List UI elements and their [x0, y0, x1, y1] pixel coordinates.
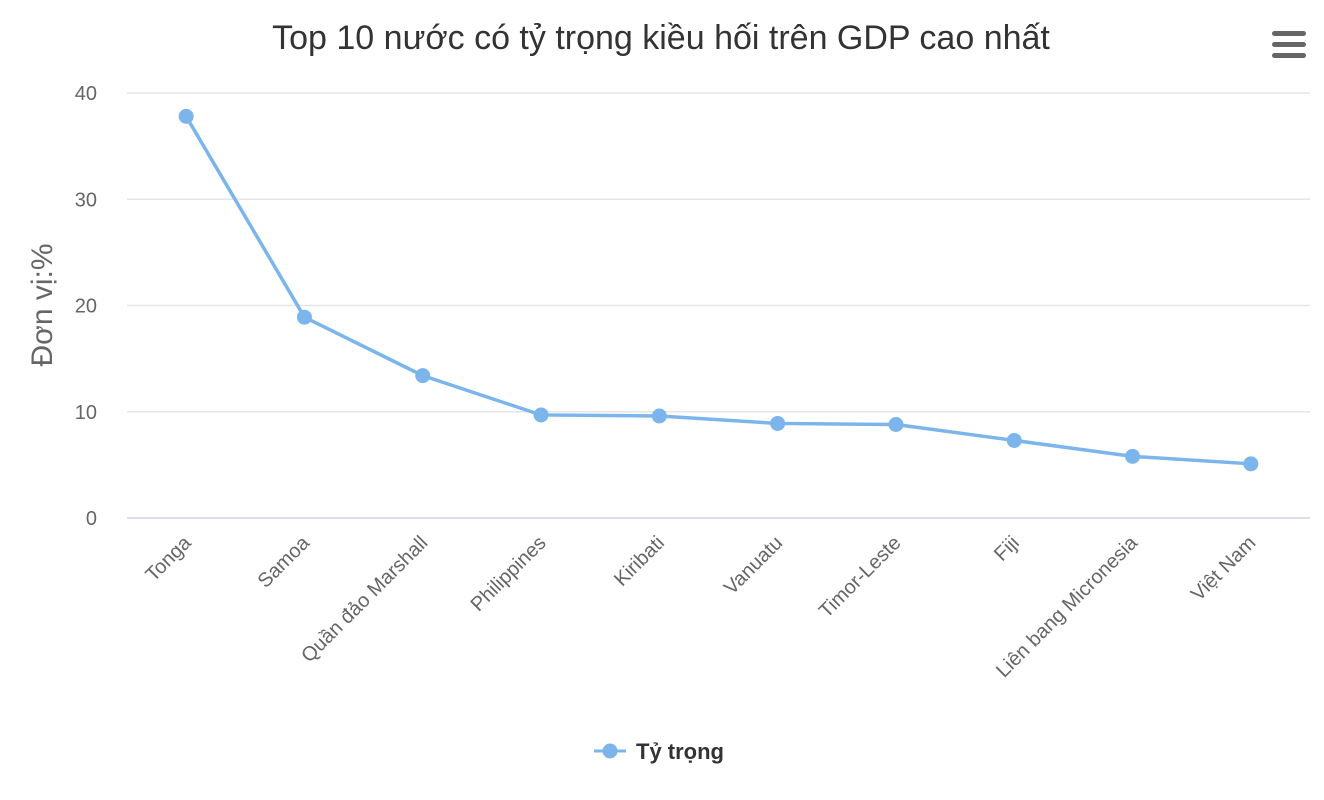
data-point[interactable] — [533, 407, 549, 423]
x-tick-label: Timor-Leste — [815, 532, 905, 622]
x-tick-label: Việt Nam — [1187, 532, 1260, 605]
x-tick-label: Vanuatu — [720, 532, 787, 599]
y-tick-label: 0 — [86, 508, 97, 530]
hamburger-menu-icon[interactable] — [1272, 31, 1306, 58]
y-tick-label: 20 — [75, 296, 97, 318]
chart-menu-button[interactable] — [1268, 28, 1310, 62]
data-point[interactable] — [178, 108, 194, 124]
data-point[interactable] — [888, 417, 904, 432]
x-tick-label: Kiribati — [610, 532, 669, 591]
x-tick-label: Fiji — [990, 532, 1024, 566]
legend[interactable]: Tỷ trọng — [594, 739, 724, 764]
data-point[interactable] — [1243, 456, 1259, 472]
data-point[interactable] — [651, 408, 667, 424]
data-point[interactable] — [1125, 448, 1141, 464]
y-axis-title: Đơn vị:% — [26, 243, 59, 366]
data-point[interactable] — [770, 415, 786, 431]
x-tick-label: Quần đảo Marshall — [297, 532, 432, 667]
y-tick-label: 30 — [75, 189, 97, 211]
legend-dot-marker — [602, 743, 618, 759]
data-point[interactable] — [1006, 432, 1022, 448]
x-tick-label: Philippines — [467, 532, 551, 616]
y-tick-label: 10 — [75, 402, 97, 424]
data-point[interactable] — [415, 368, 431, 384]
legend-item-label[interactable]: Tỷ trọng — [636, 739, 724, 764]
grid-lines — [127, 92, 1310, 413]
series-line — [184, 114, 1253, 466]
y-axis-ticks: 0 10 20 30 40 — [75, 83, 97, 530]
chart-title: Top 10 nước có tỷ trọng kiều hối trên GD… — [272, 19, 1050, 57]
data-point[interactable] — [296, 309, 312, 325]
x-tick-label: Tonga — [142, 531, 197, 586]
y-tick-label: 40 — [75, 83, 97, 105]
x-tick-label: Samoa — [254, 531, 315, 592]
series-tỷ-trọng — [178, 108, 1259, 472]
